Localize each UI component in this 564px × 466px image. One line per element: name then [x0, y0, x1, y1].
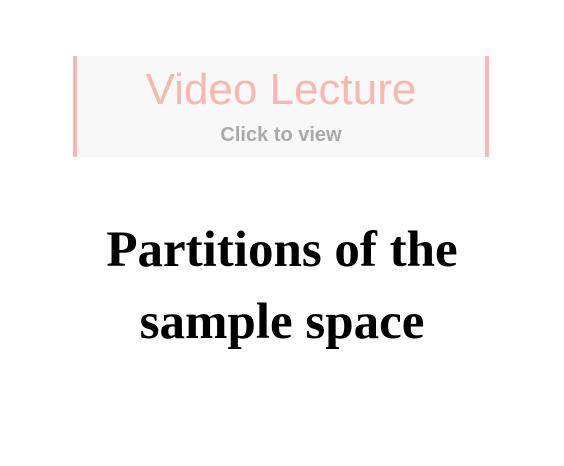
page-title: Partitions of the sample space [0, 214, 564, 358]
left-accent-bar [73, 56, 77, 157]
right-accent-bar [485, 56, 489, 157]
page-title-line-1: Partitions of the [106, 222, 458, 278]
page-title-line-2: sample space [139, 294, 425, 350]
video-lecture-title: Video Lecture [145, 65, 417, 114]
click-to-view-label: Click to view [220, 124, 342, 146]
video-lecture-button[interactable]: Video Lecture Click to view [73, 56, 489, 157]
